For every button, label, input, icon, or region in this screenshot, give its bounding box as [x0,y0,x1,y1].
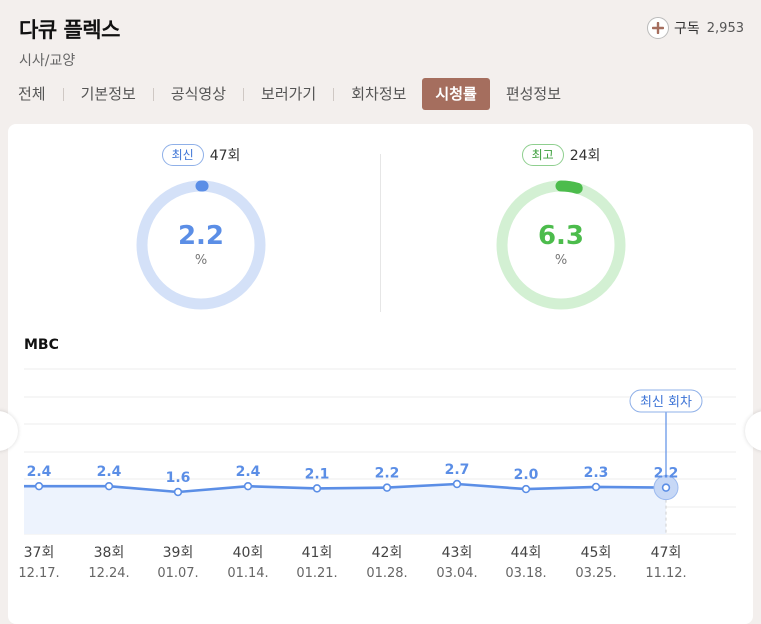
episode-tick-label: 42회 [372,545,403,561]
data-point [523,486,530,493]
data-label: 2.2 [375,466,400,482]
date-tick-label: 03.04. [436,566,477,581]
data-label: 1.6 [166,470,191,486]
data-point [245,483,252,490]
episode-tick-label: 45회 [581,545,612,561]
data-point [454,481,461,488]
data-point [36,483,43,490]
episode-tick-label: 44회 [511,545,542,561]
chart-area-fill [24,484,666,534]
date-tick-label: 01.21. [296,566,337,581]
data-label: 2.7 [445,462,470,478]
episode-tick-label: 37회 [24,545,55,561]
data-label: 2.3 [584,465,609,481]
latest-episode-tooltip-text: 최신 회차 [640,395,692,410]
date-tick-label: 03.18. [505,566,546,581]
date-tick-label: 12.24. [88,566,129,581]
data-label: 2.4 [27,464,52,480]
ratings-chart: 2.4 37회 12.17. 2.4 38회 12.24. 1.6 39회 01.07. 2.4 4… [0,0,761,608]
data-label: 2.1 [305,466,330,482]
episode-tick-label: 39회 [163,545,194,561]
data-point [175,489,182,496]
episode-tick-label: 41회 [302,545,333,561]
data-label: 2.2 [654,466,679,482]
episode-tick-label: 38회 [94,545,125,561]
data-point [593,484,600,491]
data-label: 2.4 [97,464,122,480]
date-tick-label: 12.17. [18,566,59,581]
episode-tick-label: 40회 [233,545,264,561]
data-point [663,484,670,491]
data-label: 2.0 [514,467,539,483]
date-tick-label: 01.07. [157,566,198,581]
date-tick-label: 01.28. [366,566,407,581]
episode-tick-label: 43회 [442,545,473,561]
data-point [384,484,391,491]
date-tick-label: 11.12. [645,566,686,581]
date-tick-label: 03.25. [575,566,616,581]
data-label: 2.4 [236,464,261,480]
data-point [106,483,113,490]
data-point [314,485,321,492]
date-tick-label: 01.14. [227,566,268,581]
episode-tick-label: 47회 [651,545,682,561]
